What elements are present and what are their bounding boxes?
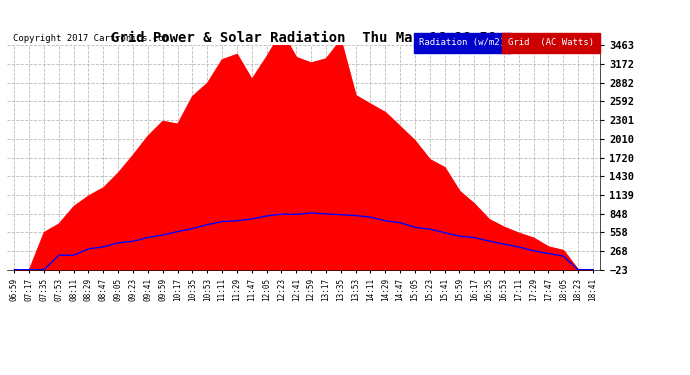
Title: Grid Power & Solar Radiation  Thu Mar 16 18:58: Grid Power & Solar Radiation Thu Mar 16 … bbox=[111, 31, 496, 45]
Legend: Radiation (w/m2), Grid  (AC Watts): Radiation (w/m2), Grid (AC Watts) bbox=[415, 36, 595, 49]
Text: Copyright 2017 Cartronics.com: Copyright 2017 Cartronics.com bbox=[13, 34, 169, 43]
